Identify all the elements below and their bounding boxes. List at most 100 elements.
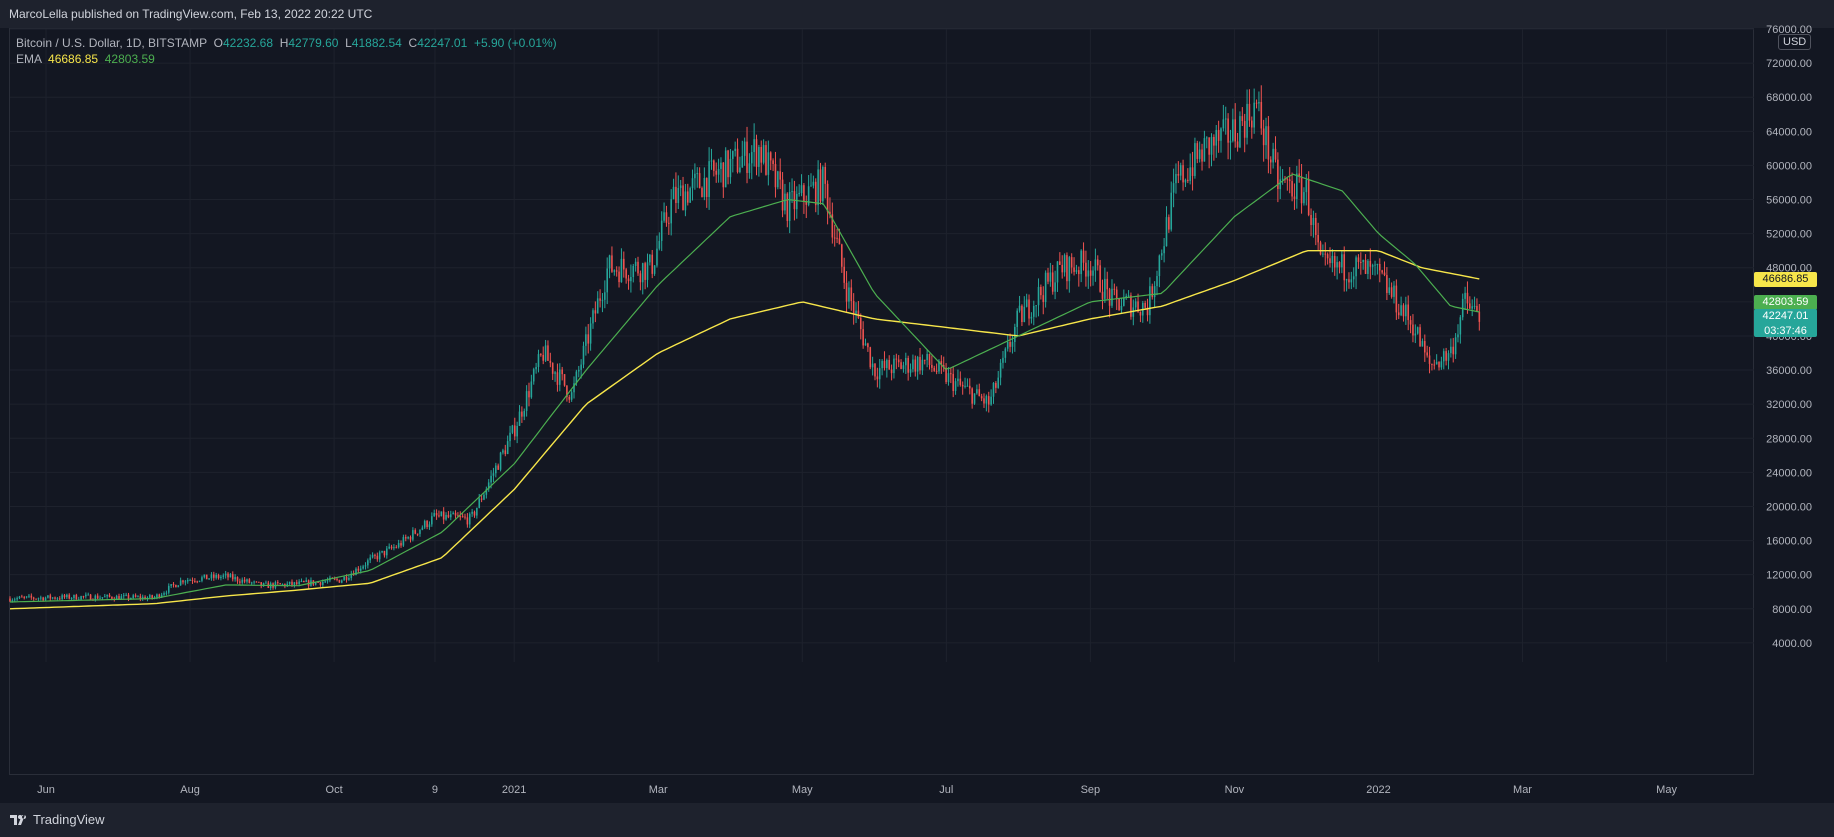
candle-body [68,594,71,599]
candle-body [158,594,161,598]
legend-ema-label[interactable]: EMA [16,52,42,66]
candle-body [172,584,175,586]
candle-body [1300,176,1303,204]
price-chart[interactable]: 4000.00 8000.00 12000.00 16000.00 20000.00 24… [0,0,1834,803]
candle-body [874,363,876,377]
candle-body [30,595,33,598]
candle-body [968,385,971,389]
candle-body [151,595,153,598]
candle-body [928,353,931,365]
candle-body [1440,361,1443,368]
ema-fast-price-tag-text: 42803.59 [1762,296,1809,308]
legend-open: 42232.68 [222,36,274,50]
candle-body [1258,101,1260,104]
candle-body [1151,286,1154,298]
candle-body [1004,348,1007,358]
candle-body [96,595,99,599]
candle-body [691,178,694,189]
y-tick-label: 12000.00 [1766,570,1812,582]
candle-body [594,310,597,314]
candle-body [28,595,30,597]
candle-body [1078,270,1080,275]
legend-low-label: L [345,36,352,50]
candles [9,85,1481,603]
candle-body [902,365,905,369]
candle-body [822,166,824,202]
candle-body [826,183,829,212]
candle-body [1165,217,1168,247]
candle-body [1416,327,1419,334]
candle-body [727,150,729,178]
candle-body [1068,257,1071,282]
candle-body [862,329,864,346]
candle-body [1198,149,1201,159]
candle-body [1476,305,1478,312]
candle-body [1303,192,1305,204]
candle-body [788,191,791,221]
candle-body [724,150,727,188]
candle-body [1428,355,1431,364]
candle-body [779,171,782,180]
candle-body [985,396,988,404]
ema-slow-price-tag: 46686.85 [1754,272,1817,287]
candle-body [675,186,677,203]
candle-body [115,596,118,600]
legend-row-ema: EMA 46686.85 42803.59 [16,51,557,67]
candle-body [1291,181,1293,197]
candle-body [765,145,767,175]
candle-body [767,152,770,175]
candle-body [134,595,137,597]
candle-body [457,515,459,517]
candle-body [945,367,947,383]
candle-body [838,238,841,245]
candle-body [784,193,786,211]
candle-body [1002,357,1004,363]
candle-body [689,188,691,203]
y-tick-label: 36000.00 [1766,365,1812,377]
candle-body [1324,253,1327,255]
candle-body [926,353,928,361]
candle-body [540,354,542,356]
candle-body [42,597,44,601]
candle-body [618,271,620,283]
candle-body [743,141,746,156]
legend-open-label: O [213,36,223,50]
tradingview-brand[interactable]: TradingView [10,812,105,827]
candle-body [713,160,715,171]
candle-body [1286,179,1289,181]
candle-body [87,594,90,596]
candle-body [149,595,151,598]
candle-body [729,158,732,178]
candle-body [21,596,23,598]
candle-body [668,222,670,224]
candle-body [376,555,379,560]
candle-body [402,537,405,546]
candle-body [1108,289,1111,306]
candle-body [499,452,502,470]
price-axis[interactable]: 4000.00 8000.00 12000.00 16000.00 20000.00 24… [1766,24,1812,650]
candle-body [70,598,73,600]
candle-body [1393,285,1395,297]
candle-body [58,598,61,600]
grid-lines [10,28,1754,662]
candle-body [1383,272,1386,276]
candle-body [440,511,443,517]
candle-body [236,577,239,582]
candle-body [1274,148,1277,160]
candle-body [1331,255,1334,264]
countdown-text: 03:37:46 [1764,325,1807,337]
candle-body [371,554,374,558]
candle-body [1374,264,1376,266]
candle-body [1025,299,1028,307]
candle-body [845,282,848,302]
candle-body [1464,292,1466,299]
legend-symbol[interactable]: Bitcoin / U.S. Dollar, 1D, BITSTAMP [16,36,207,50]
candle-body [435,513,438,516]
time-axis[interactable]: Jun Aug Oct 9 2021 Mar May Jul Sep Nov 2022 Mar May [37,784,1677,796]
candle-body [1049,272,1052,282]
candle-body [1037,286,1040,306]
candle-body [1170,192,1173,230]
currency-badge[interactable]: USD [1778,34,1812,50]
candle-body [966,385,969,387]
candle-body [390,546,393,549]
